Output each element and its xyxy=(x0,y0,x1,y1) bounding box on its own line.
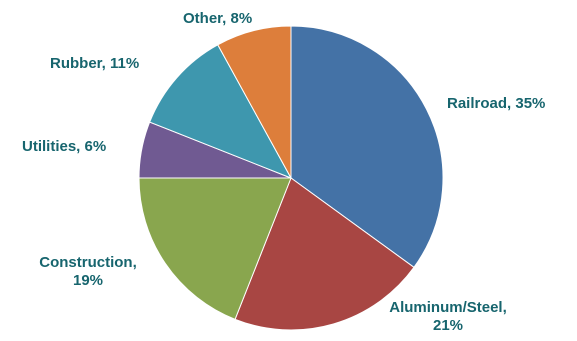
data-label-rubber: Rubber, 11% xyxy=(50,55,139,72)
data-label-railroad: Railroad, 35% xyxy=(447,95,545,112)
pie-slice-construction xyxy=(138,177,292,320)
data-label-utilities: Utilities, 6% xyxy=(22,138,106,155)
pie-slice-other xyxy=(217,25,292,179)
pie-slice-rubber xyxy=(149,44,293,179)
pie-labels: Railroad, 35% Aluminum/Steel, 21% Construct… xyxy=(22,10,545,334)
pie-slice-aluminum-steel xyxy=(234,177,415,331)
data-label-aluminum-steel: Aluminum/Steel, 21% xyxy=(389,299,507,334)
pie-slice-railroad xyxy=(290,25,444,269)
data-label-construction: Construction, 19% xyxy=(39,254,137,289)
data-label-other: Other, 8% xyxy=(183,10,252,27)
pie-slices xyxy=(138,25,444,331)
